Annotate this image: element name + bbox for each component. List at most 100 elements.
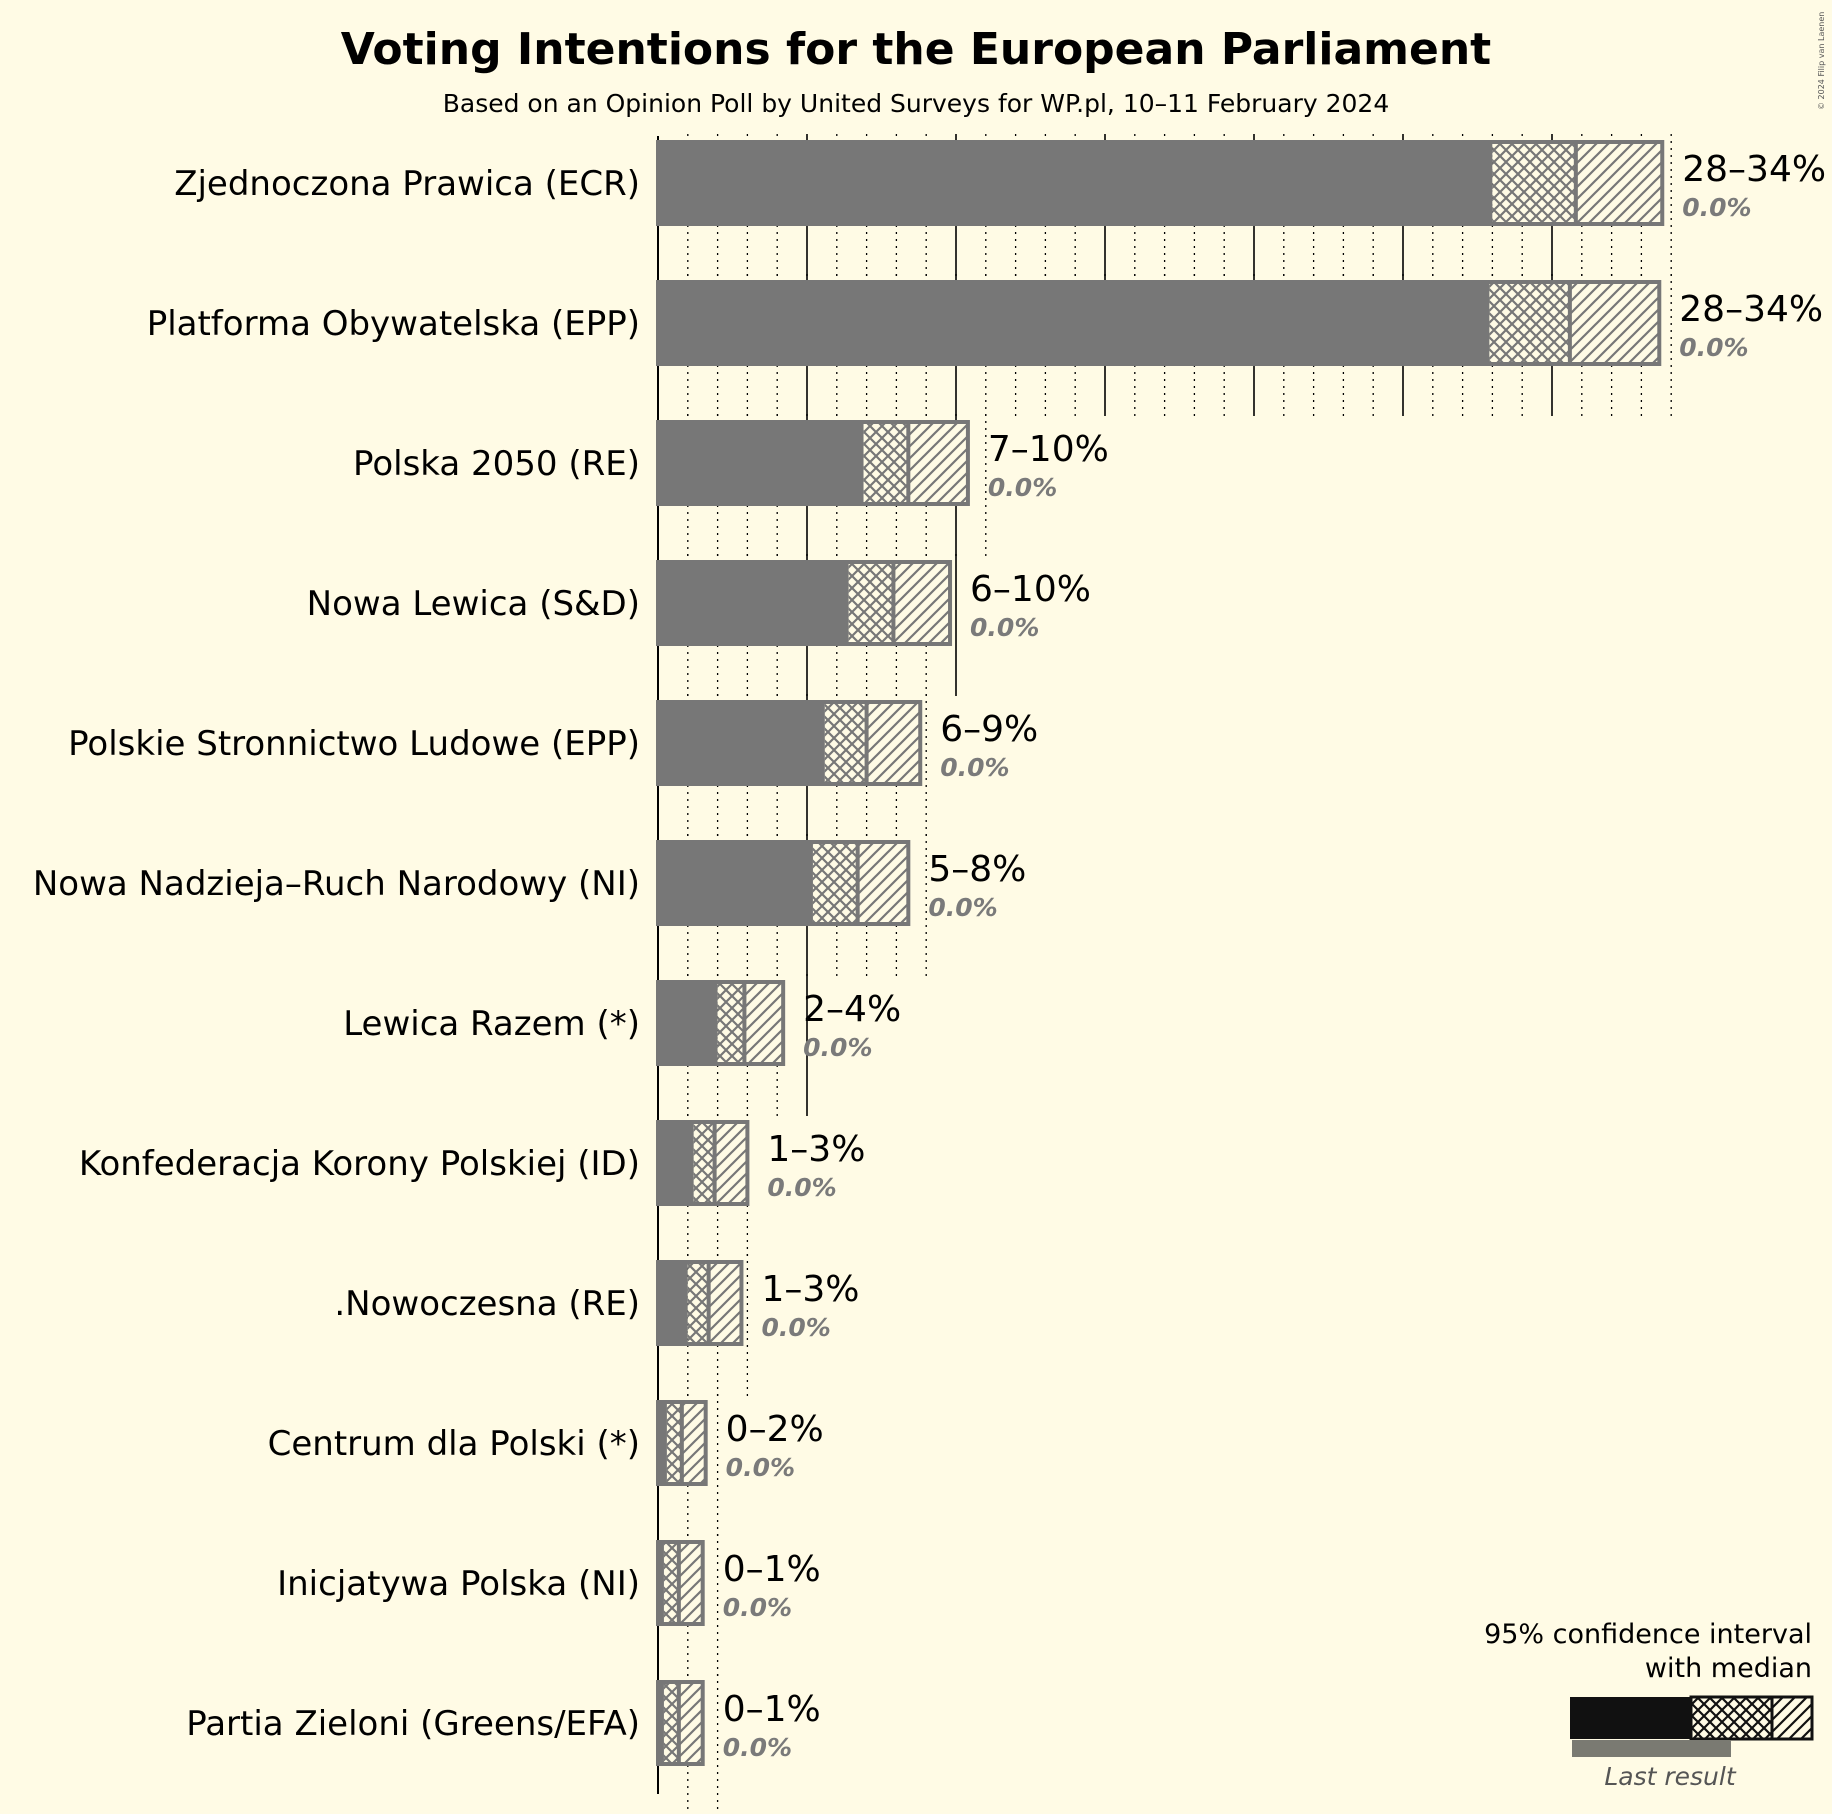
last-result-label: 0.0% xyxy=(1679,333,1748,362)
bar-ci-upper xyxy=(1575,142,1663,224)
bar-ci-upper xyxy=(857,842,909,924)
category-label: Lewica Razem (*) xyxy=(343,1004,640,1044)
bar-ci-lower xyxy=(848,562,894,644)
category-label: Platforma Obywatelska (EPP) xyxy=(147,304,640,344)
category-label: Konfederacja Korony Polskiej (ID) xyxy=(79,1144,640,1184)
range-label: 7–10% xyxy=(988,429,1109,470)
range-label: 0–1% xyxy=(723,1689,821,1730)
range-label: 0–1% xyxy=(723,1549,821,1590)
last-result-label: 0.0% xyxy=(940,753,1009,782)
legend-solid-swatch xyxy=(1570,1697,1691,1739)
bar-solid xyxy=(658,1542,664,1624)
bar-ci-lower xyxy=(863,422,909,504)
bar-ci-upper xyxy=(678,1542,703,1624)
bar-solid xyxy=(658,422,864,504)
bar-ci-upper xyxy=(1569,282,1660,364)
legend-title-line1: 95% confidence interval xyxy=(1484,1619,1812,1650)
category-label: Polska 2050 (RE) xyxy=(353,444,640,484)
bar-row: Polskie Stronnictwo Ludowe (EPP) 6–9% 0.0% xyxy=(68,700,1038,786)
category-label: .Nowoczesna (RE) xyxy=(334,1284,640,1324)
bar-solid xyxy=(658,1402,667,1484)
bar-outline xyxy=(656,980,786,1066)
bar-ci-upper xyxy=(708,1262,742,1344)
bar-outline xyxy=(656,280,1662,366)
chart-title: Voting Intentions for the European Parli… xyxy=(341,24,1491,75)
bar-row: Platforma Obywatelska (EPP) 28–34% 0.0% xyxy=(147,280,1823,366)
bar-outline xyxy=(656,140,1665,226)
legend-last-result-swatch xyxy=(1572,1740,1731,1757)
bar-ci-lower xyxy=(663,1542,679,1624)
category-label: Inicjatywa Polska (NI) xyxy=(277,1564,640,1604)
legend-crosshatch-swatch xyxy=(1689,1695,1774,1741)
bar-ci-upper xyxy=(908,422,968,504)
bar-ci-lower xyxy=(1489,282,1570,364)
bar-ci-upper xyxy=(714,1122,748,1204)
bar-ci-upper xyxy=(744,982,784,1064)
category-label: Partia Zieloni (Greens/EFA) xyxy=(186,1704,640,1744)
bar-ci-lower xyxy=(812,842,858,924)
bar-solid xyxy=(658,1682,664,1764)
bar-solid xyxy=(658,562,849,644)
bar-outline xyxy=(656,1120,750,1206)
last-result-label: 0.0% xyxy=(726,1453,795,1482)
last-result-label: 0.0% xyxy=(761,1313,830,1342)
category-label: Centrum dla Polski (*) xyxy=(268,1424,640,1464)
range-label: 0–2% xyxy=(726,1409,824,1450)
last-result-label: 0.0% xyxy=(723,1593,792,1622)
bar-ci-lower xyxy=(1492,142,1576,224)
bar-row: Partia Zieloni (Greens/EFA) 0–1% 0.0% xyxy=(186,1680,821,1766)
range-label: 28–34% xyxy=(1679,289,1823,330)
legend-last-result-label: Last result xyxy=(1604,1762,1736,1791)
bar-ci-lower xyxy=(666,1402,682,1484)
bar-outline xyxy=(656,700,923,786)
bar-row: Nowa Nadzieja–Ruch Narodowy (NI) 5–8% 0.0% xyxy=(33,840,1026,926)
bar-row: Centrum dla Polski (*) 0–2% 0.0% xyxy=(268,1400,824,1486)
bar-outline xyxy=(656,560,953,646)
bar-ci-upper xyxy=(866,702,921,784)
bar-row: Lewica Razem (*) 2–4% 0.0% xyxy=(343,980,901,1066)
bar-outline xyxy=(656,840,911,926)
bar-ci-lower xyxy=(717,982,745,1064)
bars-group: Zjednoczona Prawica (ECR) 28–34%0.0%Platf… xyxy=(33,140,1826,1766)
copyright: © 2024 Filip van Laenen xyxy=(1817,12,1826,110)
last-result-label: 0.0% xyxy=(803,1033,872,1062)
legend-title-line2: with median xyxy=(1645,1653,1812,1684)
last-result-label: 0.0% xyxy=(1682,193,1751,222)
bar-row: Konfederacja Korony Polskiej (ID) 1–3% 0.0… xyxy=(79,1120,865,1206)
bar-solid xyxy=(658,142,1493,224)
category-label: Nowa Nadzieja–Ruch Narodowy (NI) xyxy=(33,864,640,904)
range-label: 28–34% xyxy=(1682,149,1826,190)
range-label: 2–4% xyxy=(803,989,901,1030)
bar-ci-upper xyxy=(681,1402,706,1484)
range-label: 5–8% xyxy=(928,849,1026,890)
range-label: 1–3% xyxy=(767,1129,865,1170)
bar-solid xyxy=(658,702,825,784)
bar-solid xyxy=(658,842,813,924)
bar-ci-lower xyxy=(687,1262,709,1344)
chart-subtitle: Based on an Opinion Poll by United Surve… xyxy=(443,89,1390,118)
bar-ci-upper xyxy=(678,1682,703,1764)
last-result-label: 0.0% xyxy=(767,1173,836,1202)
range-label: 6–10% xyxy=(970,569,1091,610)
last-result-label: 0.0% xyxy=(928,893,997,922)
category-label: Polskie Stronnictwo Ludowe (EPP) xyxy=(68,724,640,764)
bar-ci-lower xyxy=(693,1122,715,1204)
bar-outline xyxy=(656,1260,744,1346)
bar-row: .Nowoczesna (RE) 1–3% 0.0% xyxy=(334,1260,859,1346)
last-result-label: 0.0% xyxy=(723,1733,792,1762)
legend: 95% confidence interval with median Last… xyxy=(1484,1619,1814,1791)
bar-ci-upper xyxy=(893,562,951,644)
last-result-label: 0.0% xyxy=(988,473,1057,502)
bar-row: Nowa Lewica (S&D) 6–10% 0.0% xyxy=(307,560,1091,646)
bar-solid xyxy=(658,1122,694,1204)
bar-ci-lower xyxy=(663,1682,679,1764)
range-label: 1–3% xyxy=(761,1269,859,1310)
bar-row: Zjednoczona Prawica (ECR) 28–34% 0.0% xyxy=(174,140,1826,226)
bar-solid xyxy=(658,282,1490,364)
category-label: Nowa Lewica (S&D) xyxy=(307,584,640,624)
range-label: 6–9% xyxy=(940,709,1038,750)
legend-diagonal-swatch xyxy=(1770,1695,1814,1741)
bar-outline xyxy=(656,420,970,506)
bar-ci-lower xyxy=(824,702,867,784)
